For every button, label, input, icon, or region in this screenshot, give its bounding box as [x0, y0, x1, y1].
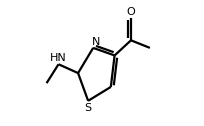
Text: S: S	[85, 103, 92, 113]
Text: HN: HN	[50, 53, 66, 63]
Text: O: O	[127, 7, 135, 17]
Text: N: N	[92, 37, 101, 47]
